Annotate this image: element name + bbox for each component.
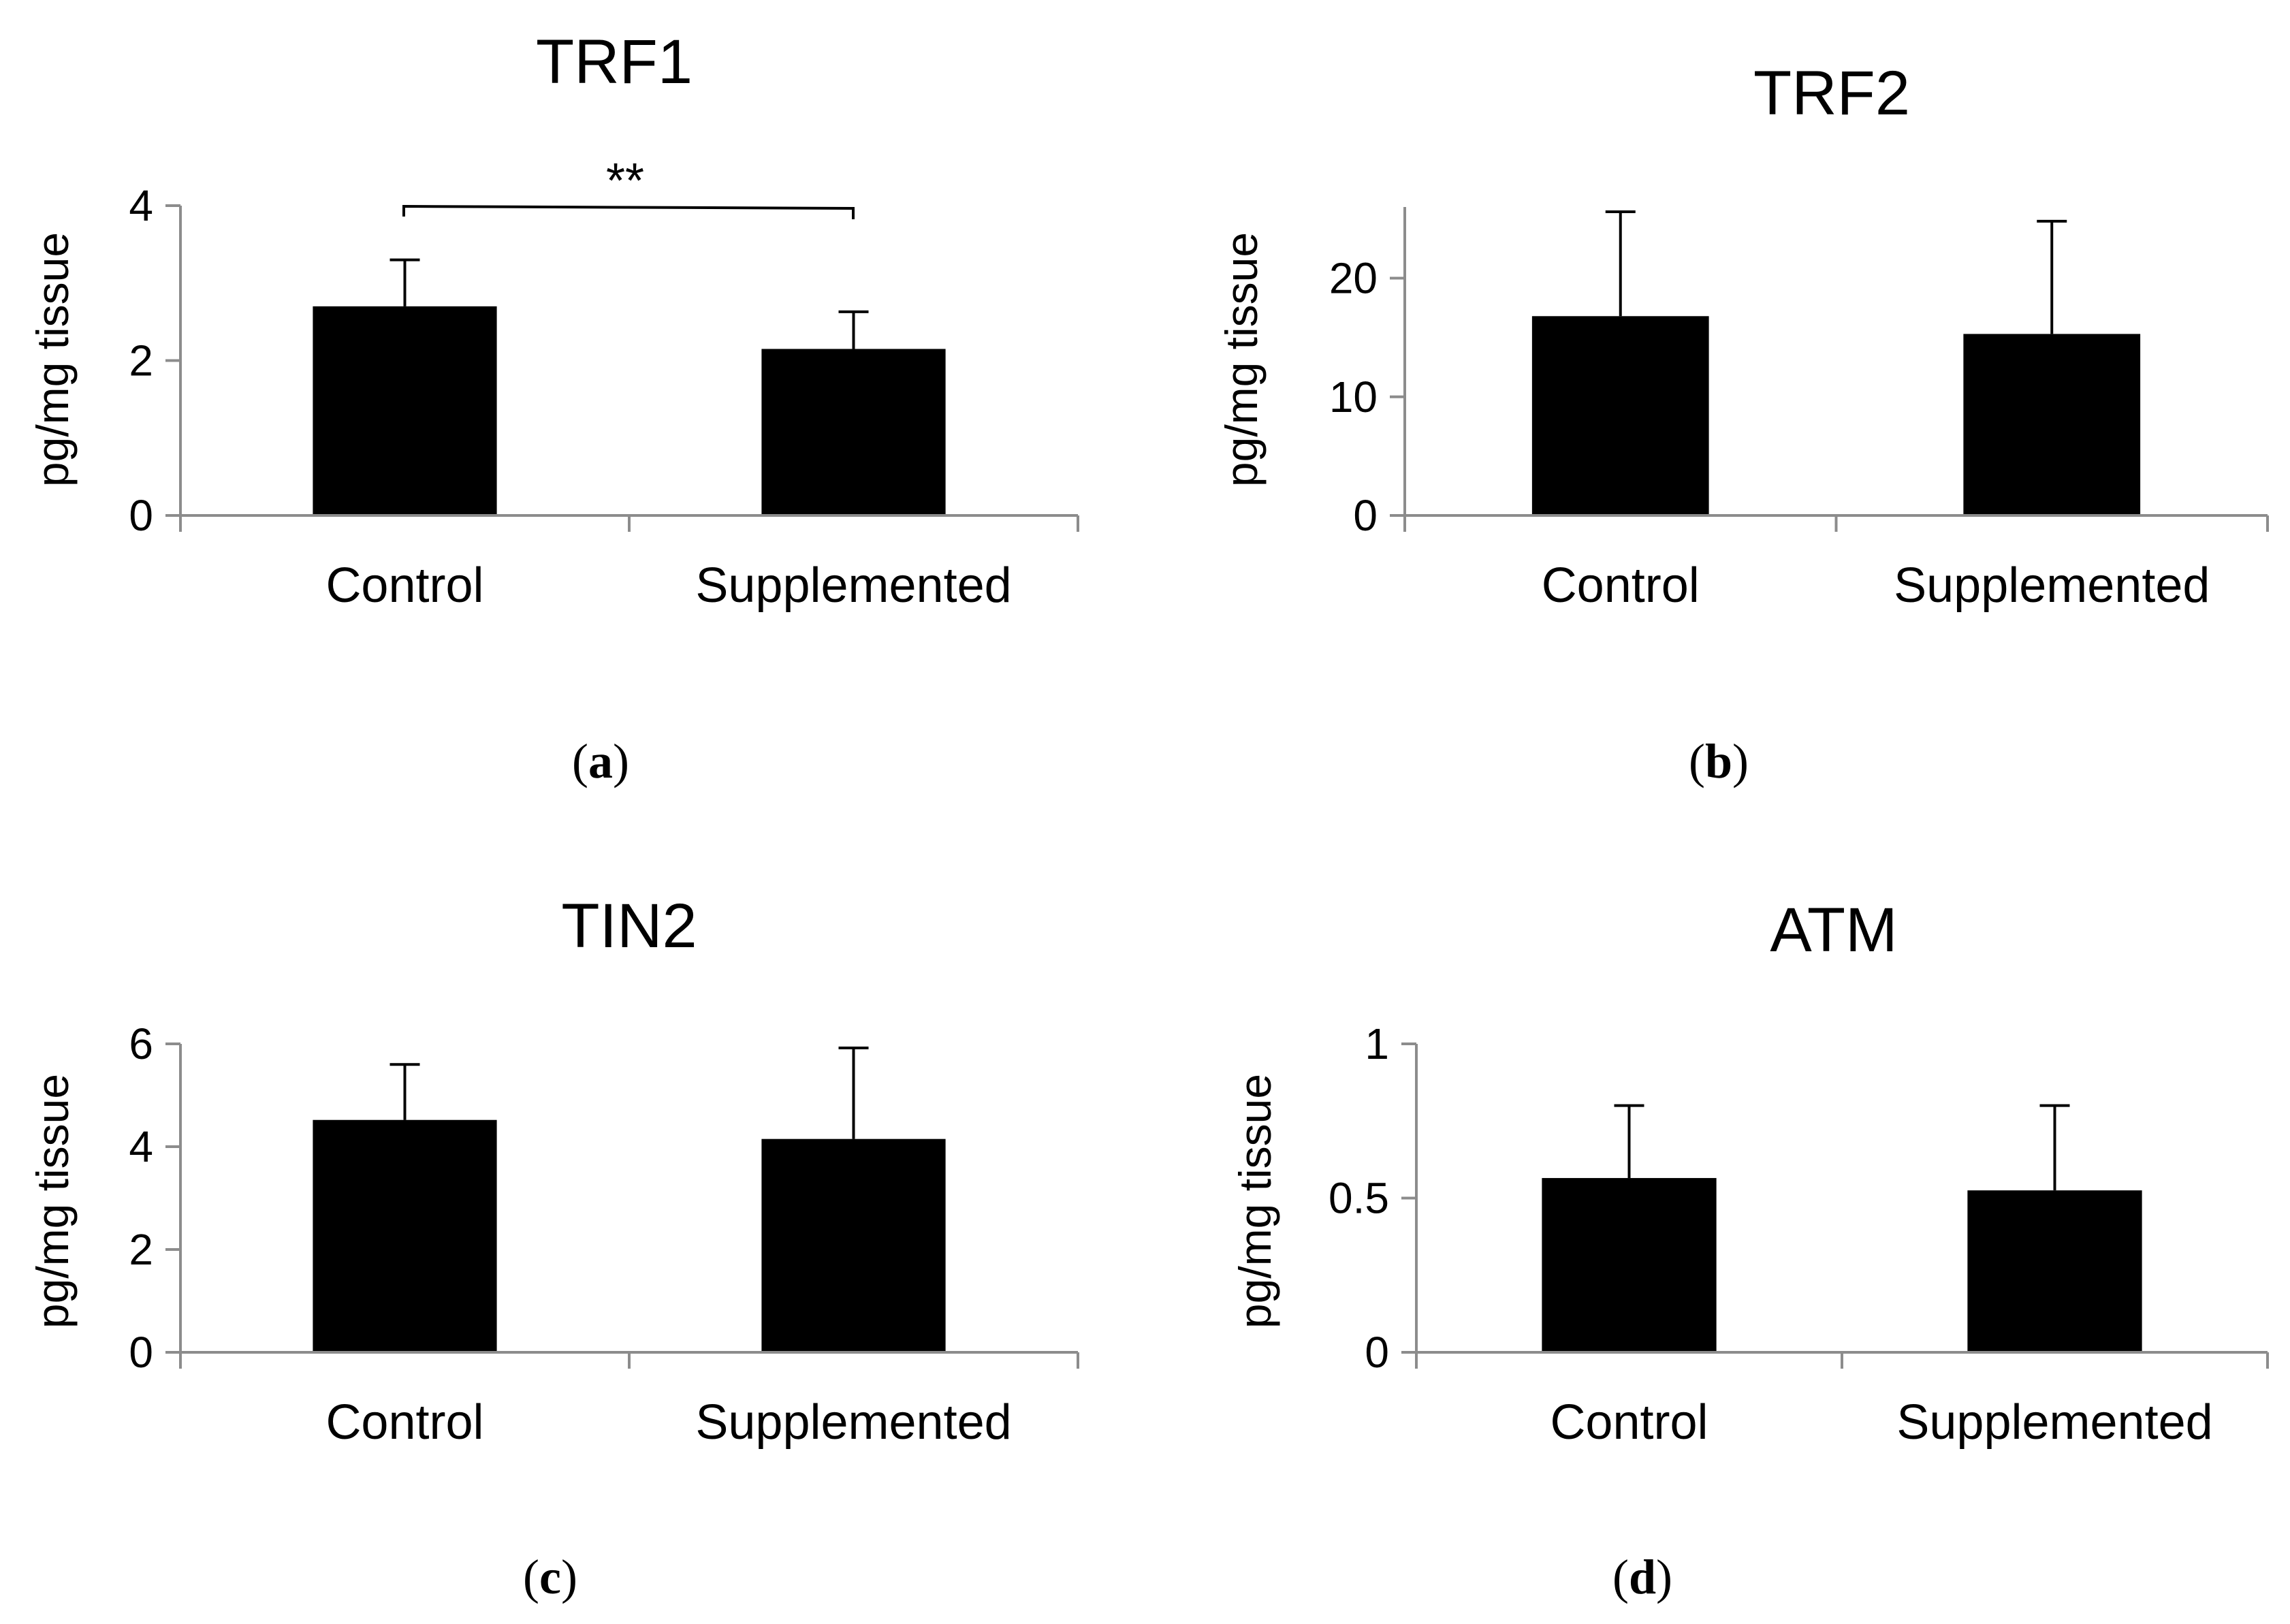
y-tick-label: 0.5 xyxy=(1329,1174,1389,1223)
y-tick-label: 10 xyxy=(1329,372,1378,421)
category-label: Control xyxy=(1542,558,1700,613)
category-label: Control xyxy=(1550,1395,1708,1450)
chart-title: TRF2 xyxy=(1753,59,1910,128)
significance-bracket: ** xyxy=(402,154,855,219)
y-tick-label: 2 xyxy=(129,1225,153,1274)
panel-letter: c xyxy=(539,1550,561,1604)
chart-atm: ATM pg/mg tissue 0 0.5 1 Control Supplement… xyxy=(1230,895,2269,1604)
y-tick-label: 6 xyxy=(129,1019,153,1068)
chart-title: TIN2 xyxy=(561,891,697,961)
bar xyxy=(1967,1190,2142,1352)
significance-bracket-line xyxy=(402,204,855,219)
significance-marker: ** xyxy=(606,154,644,208)
category-label: Supplemented xyxy=(695,1395,1011,1450)
panel-label: (b) xyxy=(1689,734,1749,789)
category-label: Supplemented xyxy=(695,558,1011,613)
panel-letter: d xyxy=(1629,1550,1656,1604)
bar xyxy=(313,1119,497,1352)
panel-label: (c) xyxy=(523,1550,577,1604)
y-axis-label: pg/mg tissue xyxy=(1230,1074,1280,1328)
category-label: Control xyxy=(325,558,483,613)
bar xyxy=(1963,334,2141,515)
y-axis-label: pg/mg tissue xyxy=(27,232,78,487)
chart-title: TRF1 xyxy=(536,27,693,97)
y-tick-label: 0 xyxy=(1365,1328,1389,1377)
chart-trf1: TRF1 pg/mg tissue 0 2 4 Control Supplemente… xyxy=(27,27,1079,789)
chart-title: ATM xyxy=(1770,895,1897,965)
bar xyxy=(1531,316,1709,515)
panel-letter: a xyxy=(588,734,613,789)
category-label: Supplemented xyxy=(1896,1395,2212,1450)
y-axis-label: pg/mg tissue xyxy=(1216,232,1267,487)
panel-letter: b xyxy=(1705,734,1732,789)
bar xyxy=(313,306,497,515)
y-tick-label: 0 xyxy=(129,1328,153,1377)
y-tick-label: 20 xyxy=(1329,254,1378,303)
chart-trf2: TRF2 pg/mg tissue 0 10 20 Control Supplemen… xyxy=(1216,59,2269,789)
panel-label: (d) xyxy=(1612,1550,1672,1604)
y-axis-label: pg/mg tissue xyxy=(27,1074,78,1328)
bar xyxy=(1542,1178,1717,1352)
y-tick-label: 1 xyxy=(1365,1019,1389,1068)
y-tick-label: 4 xyxy=(129,181,153,230)
bar xyxy=(761,349,946,515)
category-label: Control xyxy=(325,1395,483,1450)
category-label: Supplemented xyxy=(1894,558,2210,613)
panel-label: (a) xyxy=(572,734,629,789)
y-tick-label: 0 xyxy=(129,491,153,540)
chart-tin2: TIN2 pg/mg tissue 0 2 4 6 Control Supplement… xyxy=(27,891,1079,1604)
y-tick-label: 2 xyxy=(129,336,153,385)
y-tick-label: 0 xyxy=(1353,491,1378,540)
bar xyxy=(761,1139,946,1352)
y-tick-label: 4 xyxy=(129,1122,153,1171)
